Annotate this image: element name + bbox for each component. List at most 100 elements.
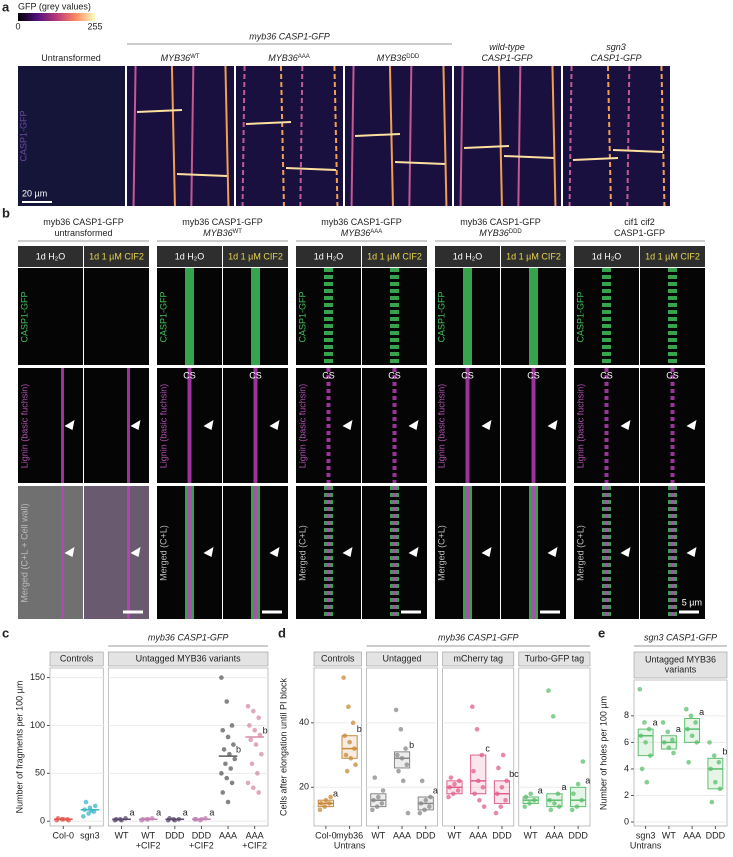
point	[523, 794, 529, 800]
point	[417, 810, 423, 816]
arrowhead	[269, 420, 280, 430]
label-text: MYB36	[203, 228, 233, 238]
point	[474, 726, 480, 732]
cell-wall	[333, 65, 339, 207]
point	[374, 804, 380, 809]
y-axis-label: Cells after elongation until PI block	[278, 677, 288, 816]
condition-strip	[574, 246, 639, 267]
box	[470, 754, 487, 795]
point	[428, 794, 433, 800]
significance-letter: a	[433, 785, 438, 795]
point	[550, 714, 556, 719]
point	[223, 761, 228, 767]
y-tick-label: 50	[35, 768, 45, 778]
point	[347, 739, 352, 745]
condition-strip	[362, 246, 427, 267]
x-tick-label: +CIF2	[242, 840, 267, 850]
point	[224, 775, 230, 781]
x-tick-label: DDD	[192, 830, 212, 840]
arrowhead	[547, 420, 558, 430]
label-sup: AAA	[298, 54, 310, 60]
x-tick-label: DDD	[568, 830, 588, 840]
micrograph	[18, 268, 83, 365]
point	[661, 740, 667, 745]
point	[229, 723, 235, 728]
cell-wall	[350, 65, 355, 207]
point	[341, 675, 346, 680]
y-axis-label: Number of holes per 100 µm	[598, 696, 608, 810]
point	[224, 699, 230, 704]
cell-wall	[176, 173, 228, 177]
point	[447, 785, 453, 790]
point	[546, 688, 551, 693]
y-tick-label: 8	[624, 710, 629, 720]
point	[251, 708, 256, 714]
point	[396, 768, 401, 774]
point	[371, 797, 376, 803]
scale-bar-label: 20 µm	[22, 188, 47, 198]
point	[322, 804, 327, 809]
point	[252, 727, 257, 733]
point	[55, 816, 61, 821]
point	[707, 740, 712, 745]
point	[193, 816, 199, 822]
label-text: CASP1-GFP	[590, 53, 641, 63]
row-label: CASP1-GFP	[158, 291, 168, 342]
cs-label: CS	[183, 370, 196, 380]
point	[708, 766, 714, 772]
row-label: Merged (C+L + Cell wall)	[19, 503, 29, 602]
cell-wall	[394, 161, 446, 165]
point	[423, 797, 429, 803]
arrowhead	[130, 420, 141, 430]
point	[253, 742, 259, 747]
micrograph	[563, 66, 670, 206]
label-text: MYB36	[341, 228, 371, 238]
label-text: cif1 cif2	[624, 217, 655, 227]
label-text: sgn3	[606, 42, 626, 52]
micrograph	[127, 66, 234, 206]
point	[83, 799, 89, 805]
point	[422, 807, 427, 813]
cell-wall	[459, 65, 464, 207]
condition-strip	[501, 246, 566, 267]
point	[522, 804, 528, 809]
cs-label: CS	[249, 370, 262, 380]
significance-letter: b	[263, 725, 268, 735]
point	[671, 750, 676, 756]
plot-panel	[49, 667, 104, 827]
label-text: myb36 CASP1-GFP	[321, 217, 402, 227]
condition-label: 1d H₂O	[175, 251, 205, 261]
point	[644, 779, 650, 785]
point	[327, 801, 332, 806]
point	[92, 803, 98, 809]
y-tick-label: 20	[299, 782, 309, 792]
row-label: Merged (C+L)	[158, 525, 168, 581]
panel-label: d	[278, 625, 286, 640]
facet-label: Controls	[60, 653, 94, 663]
point	[571, 791, 576, 797]
point	[251, 785, 256, 790]
point	[399, 755, 405, 761]
arrowhead	[203, 547, 214, 557]
point	[400, 778, 406, 784]
point	[451, 791, 456, 797]
point	[317, 807, 323, 813]
row-label: Merged (C+L)	[436, 525, 446, 581]
micrograph	[84, 268, 149, 365]
panel-label: e	[598, 625, 605, 640]
point	[693, 720, 698, 725]
point	[643, 740, 648, 745]
colorbar-tick: 0	[15, 21, 20, 31]
label-text: myb36 CASP1-GFP	[460, 217, 541, 227]
point	[249, 761, 255, 767]
row-label: CASP1-GFP	[436, 291, 446, 342]
point	[638, 733, 644, 739]
x-tick-label: DDD	[706, 830, 726, 840]
significance-letter: a	[183, 808, 188, 818]
point	[403, 746, 408, 751]
cs-label: CS	[600, 370, 613, 380]
point	[113, 816, 119, 822]
point	[257, 732, 263, 738]
facet-label: Controls	[321, 653, 355, 663]
